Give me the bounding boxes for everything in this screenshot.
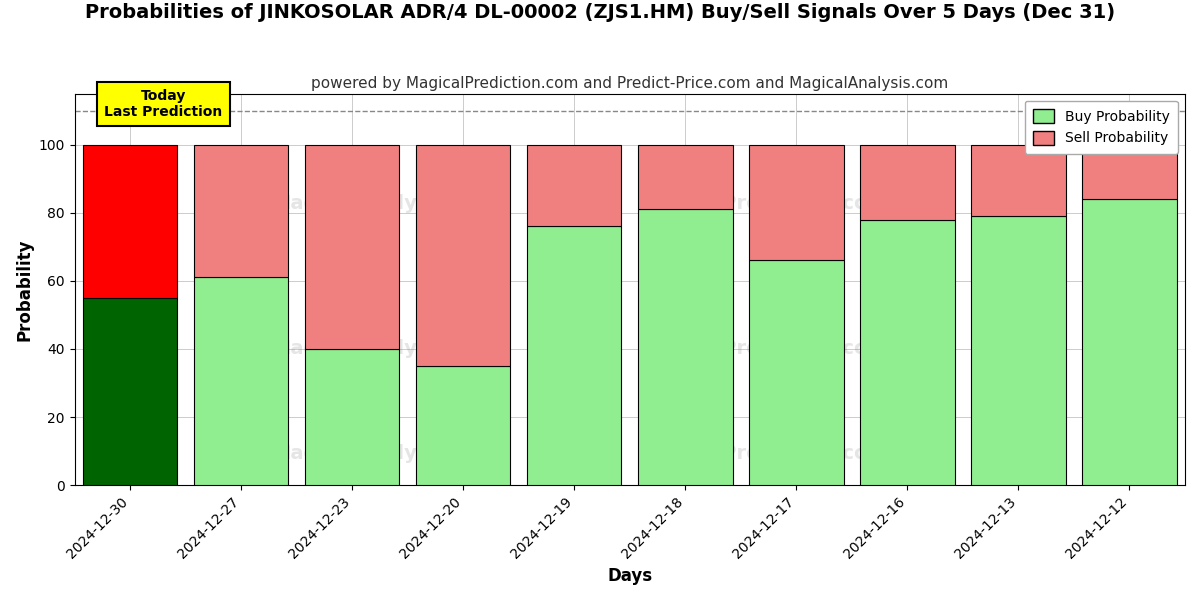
Bar xyxy=(194,277,288,485)
Text: MagicalAnalysis.com: MagicalAnalysis.com xyxy=(271,194,499,213)
Text: MagicalPrediction.com: MagicalPrediction.com xyxy=(638,445,888,463)
Text: MagicalPrediction.com: MagicalPrediction.com xyxy=(638,194,888,213)
X-axis label: Days: Days xyxy=(607,567,653,585)
Bar xyxy=(305,145,400,349)
Title: powered by MagicalPrediction.com and Predict-Price.com and MagicalAnalysis.com: powered by MagicalPrediction.com and Pre… xyxy=(311,76,948,91)
Bar xyxy=(527,145,622,226)
Bar xyxy=(83,145,178,298)
Bar xyxy=(416,145,510,366)
Bar xyxy=(1082,199,1177,485)
Bar xyxy=(860,145,955,220)
Bar xyxy=(194,145,288,277)
Bar xyxy=(305,349,400,485)
Bar xyxy=(638,145,732,209)
Y-axis label: Probability: Probability xyxy=(16,238,34,341)
Bar xyxy=(638,209,732,485)
Bar xyxy=(749,260,844,485)
Text: Probabilities of JINKOSOLAR ADR/4 DL-00002 (ZJS1.HM) Buy/Sell Signals Over 5 Day: Probabilities of JINKOSOLAR ADR/4 DL-000… xyxy=(85,3,1115,22)
Bar xyxy=(971,145,1066,216)
Bar xyxy=(1082,145,1177,199)
Text: MagicalAnalysis.com: MagicalAnalysis.com xyxy=(271,338,499,358)
Text: MagicalAnalysis.com: MagicalAnalysis.com xyxy=(271,445,499,463)
Bar xyxy=(527,226,622,485)
Text: MagicalPrediction.com: MagicalPrediction.com xyxy=(638,338,888,358)
Text: Today
Last Prediction: Today Last Prediction xyxy=(104,89,223,119)
Bar xyxy=(749,145,844,260)
Bar xyxy=(860,220,955,485)
Bar xyxy=(83,298,178,485)
Legend: Buy Probability, Sell Probability: Buy Probability, Sell Probability xyxy=(1025,101,1178,154)
Bar xyxy=(971,216,1066,485)
Bar xyxy=(416,366,510,485)
